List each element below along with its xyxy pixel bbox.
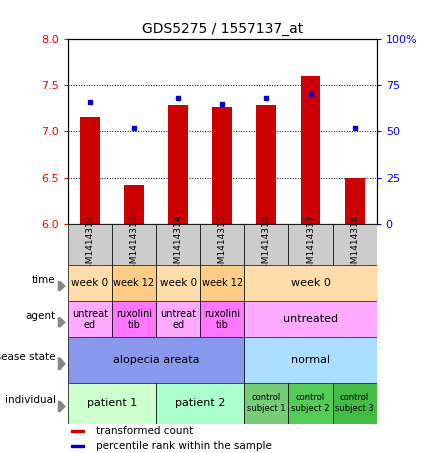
Text: time: time — [32, 275, 56, 285]
Text: individual: individual — [5, 395, 56, 405]
Text: week 0: week 0 — [290, 278, 330, 288]
Bar — [68, 337, 244, 383]
FancyArrow shape — [58, 357, 66, 370]
Text: GSM1414312: GSM1414312 — [85, 214, 95, 275]
Bar — [68, 265, 112, 301]
Bar — [244, 265, 377, 301]
Bar — [112, 301, 156, 337]
Text: control
subject 2: control subject 2 — [291, 394, 330, 413]
Text: GSM1414314: GSM1414314 — [174, 214, 183, 275]
Text: GSM1414313: GSM1414313 — [130, 214, 138, 275]
Text: control
subject 3: control subject 3 — [336, 394, 374, 413]
Text: control
subject 1: control subject 1 — [247, 394, 286, 413]
Text: percentile rank within the sample: percentile rank within the sample — [95, 441, 272, 451]
Text: untreat
ed: untreat ed — [160, 308, 196, 330]
Bar — [332, 224, 377, 265]
Bar — [156, 301, 200, 337]
Bar — [244, 224, 289, 265]
Text: week 12: week 12 — [113, 278, 155, 288]
Bar — [244, 337, 377, 383]
Bar — [156, 224, 200, 265]
Bar — [289, 383, 332, 424]
Bar — [156, 383, 244, 424]
Text: GSM1414316: GSM1414316 — [262, 214, 271, 275]
Text: patient 2: patient 2 — [175, 398, 226, 408]
Bar — [300, 76, 321, 224]
Bar — [156, 265, 200, 301]
Bar — [168, 106, 188, 224]
FancyArrow shape — [58, 401, 66, 412]
Text: transformed count: transformed count — [95, 426, 193, 436]
Text: untreated: untreated — [283, 314, 338, 324]
FancyArrow shape — [58, 281, 66, 291]
Text: patient 1: patient 1 — [87, 398, 137, 408]
Bar — [124, 185, 144, 224]
Text: ruxolini
tib: ruxolini tib — [204, 308, 240, 330]
Text: week 12: week 12 — [202, 278, 243, 288]
Text: normal: normal — [291, 355, 330, 365]
Text: untreat
ed: untreat ed — [72, 308, 108, 330]
Text: GSM1414317: GSM1414317 — [306, 214, 315, 275]
Bar — [257, 106, 276, 224]
Text: ruxolini
tib: ruxolini tib — [116, 308, 152, 330]
Bar — [80, 117, 100, 224]
Bar — [244, 301, 377, 337]
FancyArrow shape — [58, 317, 66, 328]
Bar — [112, 265, 156, 301]
Bar — [68, 383, 156, 424]
Text: disease state: disease state — [0, 352, 56, 361]
Bar — [200, 265, 244, 301]
Text: GSM1414315: GSM1414315 — [218, 214, 227, 275]
Bar — [244, 383, 289, 424]
Text: week 0: week 0 — [159, 278, 197, 288]
Bar — [289, 224, 332, 265]
Bar — [71, 430, 84, 432]
Text: agent: agent — [25, 312, 56, 322]
Text: alopecia areata: alopecia areata — [113, 355, 199, 365]
Text: week 0: week 0 — [71, 278, 109, 288]
Bar — [345, 178, 364, 224]
Title: GDS5275 / 1557137_at: GDS5275 / 1557137_at — [141, 22, 303, 36]
Bar — [68, 224, 112, 265]
Bar — [212, 107, 232, 224]
Bar — [200, 224, 244, 265]
Bar — [332, 383, 377, 424]
Bar — [68, 301, 112, 337]
Bar — [112, 224, 156, 265]
Bar — [200, 301, 244, 337]
Text: GSM1414318: GSM1414318 — [350, 214, 359, 275]
Bar — [71, 444, 84, 447]
